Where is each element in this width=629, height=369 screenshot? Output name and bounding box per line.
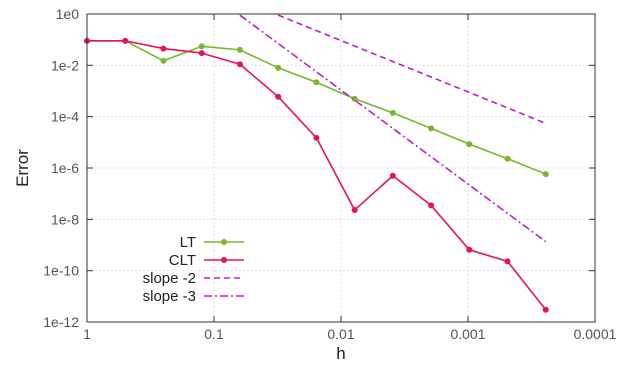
data-point-lt (160, 57, 167, 64)
data-point-lt (313, 79, 320, 86)
series-lt (84, 37, 549, 178)
data-point-lt (275, 64, 282, 71)
series-line-slope-3 (239, 14, 547, 243)
x-tick-label: 1 (83, 326, 91, 342)
x-tick-labels: 1 0.1 0.01 0.001 0.0001 (83, 326, 617, 342)
y-tick-label: 1e-2 (51, 57, 79, 73)
legend-label: slope -2 (143, 270, 196, 287)
data-point-lt (428, 125, 435, 132)
data-point-lt (236, 46, 243, 53)
series-slope-3 (239, 14, 547, 243)
data-point-clt (275, 93, 282, 100)
legend-marker (221, 239, 227, 245)
data-point-lt (542, 171, 549, 178)
data-point-clt (122, 37, 129, 44)
data-point-clt (542, 306, 549, 313)
data-point-clt (198, 50, 205, 57)
legend-item-slope-2: slope -2 (143, 270, 244, 287)
legend-item-slope-3: slope -3 (143, 288, 244, 305)
y-tick-label: 1e-6 (51, 160, 79, 176)
data-point-clt (236, 61, 243, 68)
y-tick-label: 1e-12 (43, 314, 79, 330)
x-axis-title: h (336, 344, 345, 363)
series-line-slope-2 (277, 14, 547, 125)
data-point-lt (466, 141, 473, 148)
data-point-lt (198, 43, 205, 50)
data-point-lt (351, 95, 358, 102)
y-axis-title: Error (13, 149, 32, 187)
x-tick-label: 0.0001 (574, 326, 617, 342)
data-point-clt (160, 45, 167, 52)
legend-label: CLT (169, 252, 196, 269)
x-tick-label: 0.01 (327, 326, 354, 342)
data-point-clt (313, 134, 320, 141)
data-point-clt (351, 207, 358, 214)
legend-marker (221, 257, 227, 263)
plot-series (84, 14, 549, 313)
y-tick-label: 1e-8 (51, 211, 79, 227)
series-clt (84, 37, 549, 313)
legend-item-clt: CLT (169, 252, 244, 269)
x-tick-label: 0.1 (204, 326, 224, 342)
y-tick-label: 1e-10 (43, 263, 79, 279)
data-point-clt (389, 172, 396, 179)
series-line-lt (87, 40, 547, 175)
data-point-clt (428, 202, 435, 209)
data-point-lt (389, 109, 396, 116)
y-tick-labels: 1e0 1e-2 1e-4 1e-6 1e-8 1e-10 1e-12 (43, 6, 79, 330)
legend-item-lt: LT (180, 234, 244, 251)
y-tick-label: 1e-4 (51, 109, 79, 125)
data-point-clt (504, 258, 511, 265)
y-tick-label: 1e0 (56, 6, 80, 22)
series-slope-2 (277, 14, 547, 125)
x-tick-label: 0.001 (450, 326, 485, 342)
legend-label: LT (180, 234, 196, 251)
legend-label: slope -3 (143, 288, 196, 305)
data-point-clt (466, 246, 473, 253)
axis-ticks (86, 13, 596, 323)
data-point-lt (504, 155, 511, 162)
